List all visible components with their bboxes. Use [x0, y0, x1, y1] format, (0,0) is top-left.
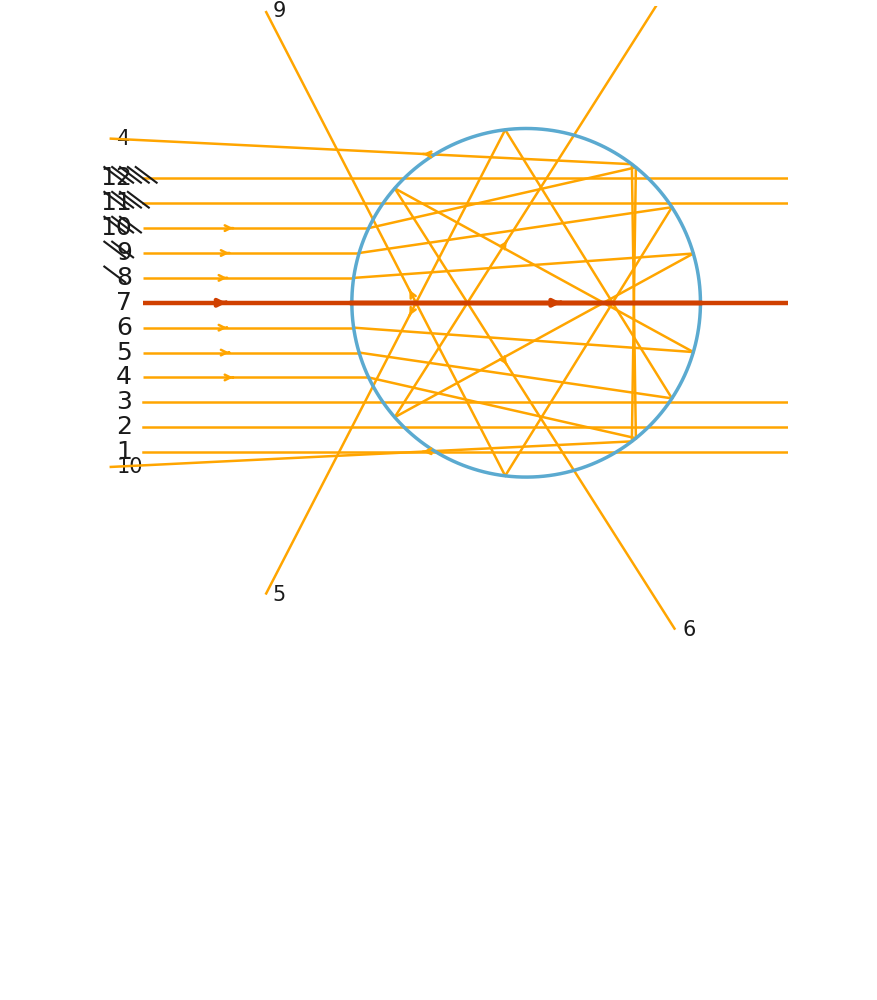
Text: 5: 5 [272, 585, 286, 605]
Text: 9: 9 [117, 241, 132, 265]
Text: 10: 10 [100, 216, 132, 240]
Text: 3: 3 [117, 390, 132, 414]
Text: 1: 1 [117, 440, 132, 464]
Text: 6: 6 [681, 620, 695, 640]
Text: 12: 12 [100, 166, 132, 190]
Text: 2: 2 [116, 415, 132, 439]
Text: 11: 11 [100, 191, 132, 215]
Text: 5: 5 [117, 341, 132, 365]
Text: 4: 4 [117, 129, 130, 149]
Text: 10: 10 [117, 457, 143, 477]
Text: 4: 4 [116, 365, 132, 389]
Text: 6: 6 [116, 316, 132, 340]
Text: 8: 8 [116, 266, 132, 290]
Text: 7: 7 [117, 291, 132, 315]
Text: 9: 9 [272, 1, 286, 21]
